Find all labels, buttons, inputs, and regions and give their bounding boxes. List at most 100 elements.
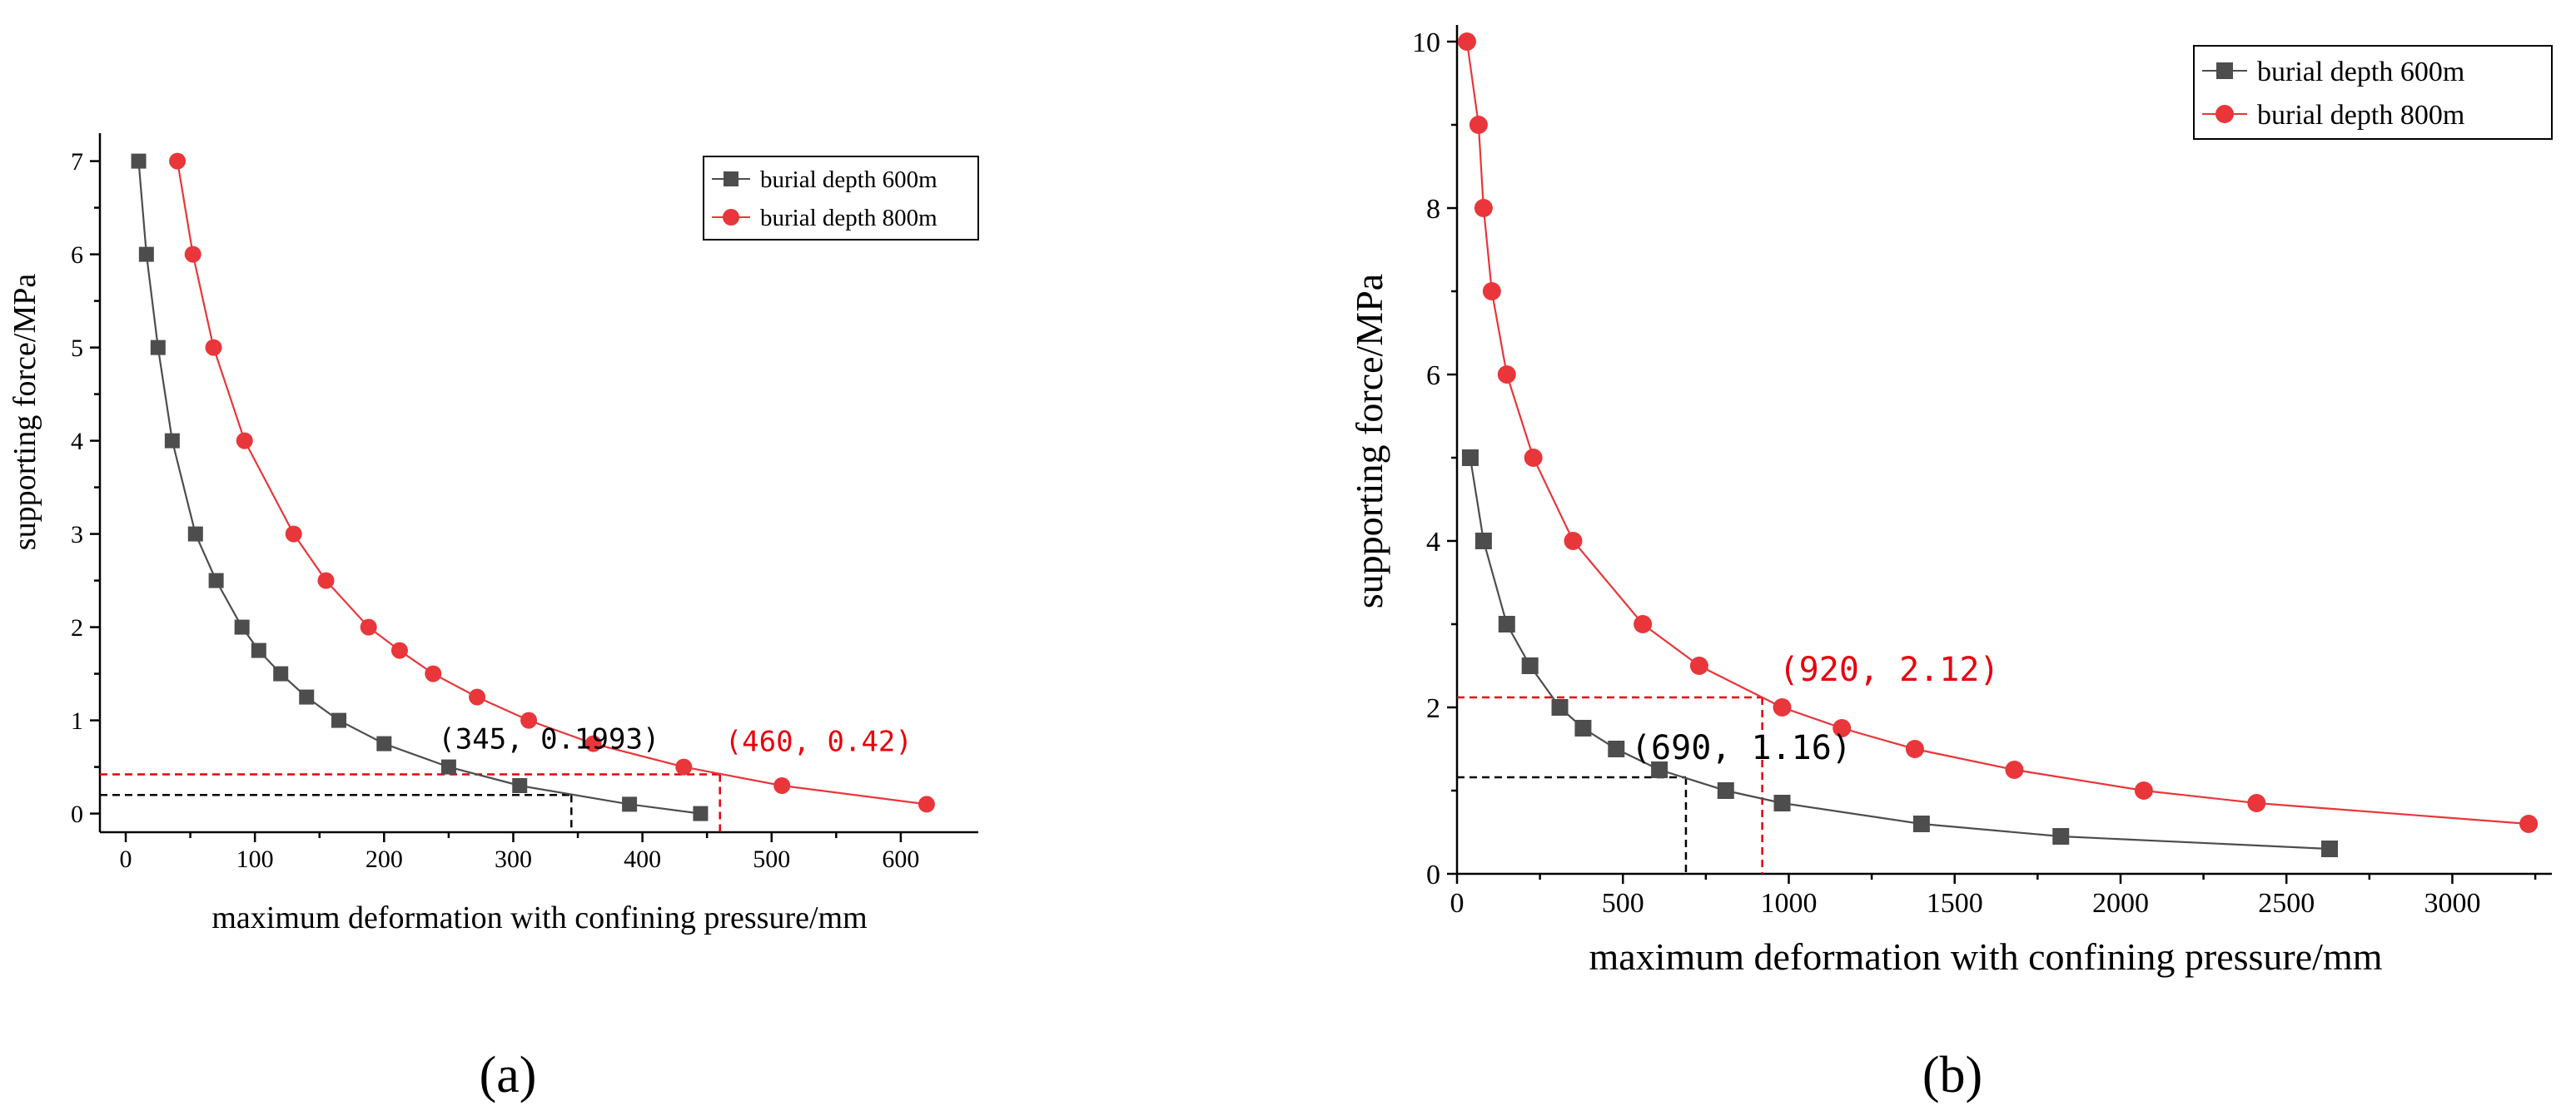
data-point-square [331,712,347,728]
data-point-circle [2134,781,2153,800]
x-tick-label: 3000 [2424,888,2480,919]
y-tick-label: 4 [1426,527,1440,558]
legend-marker-square [724,171,738,186]
legend-box [703,156,979,241]
data-point-square [1474,533,1492,549]
legend-box [2193,45,2553,140]
series-800m [169,152,935,813]
data-point-circle [1564,532,1583,550]
panel-label: (b) [1922,1047,1982,1104]
data-point-square [512,778,528,793]
y-tick-label: 2 [71,614,83,642]
data-point-square [2321,841,2339,857]
y-tick-label: 3 [71,521,83,548]
y-axis-title: supporting force/MPa [7,274,42,551]
y-tick-label: 2 [1426,693,1440,724]
chart-panel-b: 0 500 1000 1500 2000 2500 3000 0 2 4 6 8 10 maximum d… [1348,25,2553,978]
x-tick-label: 100 [236,846,274,873]
data-point-circle [390,642,408,659]
annotation-label: (460, 0.42) [725,726,913,759]
data-point-square [187,526,203,542]
data-point-square [164,433,180,449]
data-point-square [1608,741,1625,757]
data-point-circle [773,777,791,794]
data-point-square [376,736,392,751]
y-tick-label: 0 [1426,860,1440,890]
x-tick-label: 500 [753,846,790,873]
data-point-circle [1634,615,1653,633]
data-point-square [208,573,224,588]
y-tick-label: 4 [71,428,83,455]
series-800m [1457,32,2539,833]
legend-label: burial depth 800m [2257,100,2464,131]
series-line [1465,41,2529,826]
data-point-square [1498,616,1515,632]
y-tick-label: 6 [1426,360,1440,391]
x-tick-label: 1000 [1760,888,1817,919]
data-point-square [1717,782,1734,799]
legend-marker-circle [723,209,739,226]
data-point-circle [1689,657,1708,675]
x-tick-label: 2000 [2092,888,2149,919]
legend-label: burial depth 600m [2257,57,2464,87]
y-tick-label: 6 [71,241,83,269]
legend-label: burial depth 600m [760,166,937,193]
data-point-circle [1905,740,1924,758]
data-point-square [150,340,166,355]
data-point-circle [317,572,335,589]
x-tick-label: 400 [624,846,661,873]
legend-label: burial depth 800m [760,205,937,231]
data-point-circle [1469,116,1488,134]
x-tick-label: 300 [495,846,532,873]
data-point-square [131,153,147,169]
data-point-square [1651,761,1668,778]
data-point-circle [675,758,693,776]
x-tick-label: 0 [1450,888,1465,919]
data-point-square [1461,449,1479,466]
data-point-square [1521,657,1539,674]
y-tick-label: 7 [71,148,83,176]
data-point-square [1574,720,1592,737]
chart-panel-a: 0 100 200 300 400 500 600 0 1 2 3 4 5 6 7 maximum defor… [7,133,979,935]
y-axis-title: supporting force/MPa [1348,274,1390,608]
series-600m [1461,449,2339,857]
data-point-circle [1457,32,1476,51]
data-point-square [693,806,709,821]
data-point-circle [918,796,935,813]
x-axis-title: maximum deformation with confining press… [211,900,867,935]
data-point-square [138,246,154,262]
data-point-circle [1497,365,1516,384]
data-point-square [1912,816,1930,832]
data-point-circle [469,688,486,706]
x-tick-label: 2500 [2258,888,2315,919]
data-point-circle [2519,815,2539,833]
x-tick-label: 1500 [1927,888,1983,919]
data-point-circle [360,618,377,636]
y-tick-label: 5 [71,335,83,362]
data-point-circle [425,665,442,682]
data-point-square [1551,699,1569,716]
data-point-circle [520,712,538,729]
y-tick-label: 1 [71,707,83,735]
data-point-square [1773,795,1791,811]
data-point-circle [1524,449,1543,467]
data-point-square [622,796,638,812]
series-line [137,161,701,815]
legend: burial depth 600m burial depth 800m [703,156,979,241]
x-axis-title: maximum deformation with confining press… [1589,935,2382,978]
legend-marker-square [2216,62,2233,79]
data-point-square [299,689,315,705]
x-tick-label: 500 [1602,888,1644,919]
data-point-square [251,642,266,658]
y-tick-label: 8 [1426,194,1440,225]
series-line [177,161,927,806]
x-tick-label: 200 [366,846,403,873]
legend-marker-circle [2215,105,2234,123]
data-point-circle [1482,282,1501,300]
data-point-square [440,759,456,775]
data-point-circle [169,152,186,170]
data-point-circle [184,246,201,263]
data-point-circle [1833,719,1852,737]
data-point-circle [1474,199,1493,217]
